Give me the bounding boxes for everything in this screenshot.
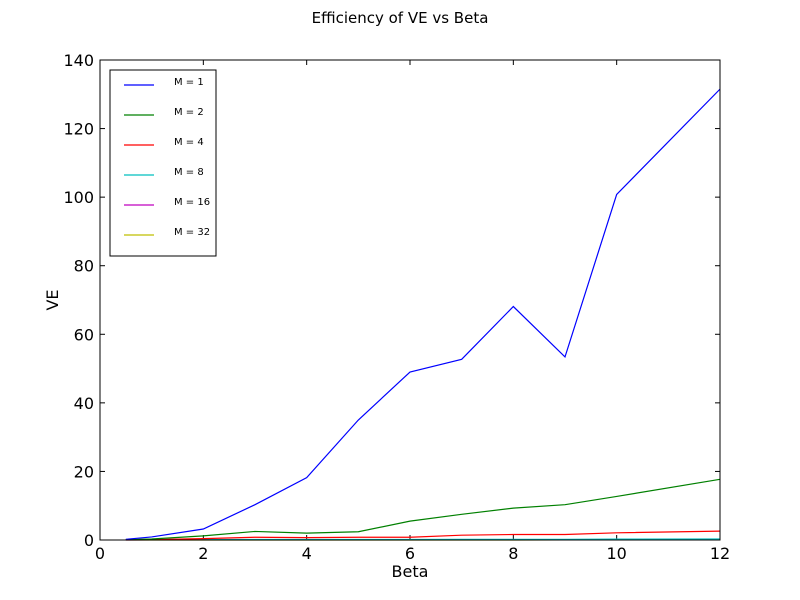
- y-axis: 0 20 40 60 80 100 120 140: [63, 51, 720, 550]
- y-tick-label: 140: [63, 51, 94, 70]
- series-line-m-1: [125, 88, 721, 540]
- chart-title: Efficiency of VE vs Beta: [312, 9, 489, 27]
- y-tick-label: 40: [74, 394, 94, 413]
- x-axis-label: Beta: [392, 562, 429, 581]
- series-line-m-4: [125, 530, 721, 541]
- x-tick-label: 4: [302, 544, 312, 563]
- y-tick-label: 80: [74, 257, 94, 276]
- series-line-m-2: [125, 478, 721, 541]
- legend-label: M = 4: [174, 137, 204, 148]
- x-tick-label: 2: [198, 544, 208, 563]
- legend-label: M = 1: [174, 77, 204, 88]
- y-tick-label: 60: [74, 325, 94, 344]
- axes-frame: [99, 59, 721, 541]
- x-axis: 0 2 4 6 8 10 12: [95, 60, 730, 563]
- x-tick-label: 12: [710, 544, 730, 563]
- legend-label: M = 16: [174, 197, 210, 208]
- y-tick-label: 0: [84, 531, 94, 550]
- legend: M = 1 M = 2 M = 4 M = 8 M = 16 M = 32: [109, 69, 217, 257]
- x-tick-label: 8: [508, 544, 518, 563]
- x-tick-label: 0: [95, 544, 105, 563]
- y-axis-label: VE: [43, 289, 62, 310]
- y-tick-label: 20: [74, 462, 94, 481]
- legend-box: [109, 69, 217, 257]
- y-tick-label: 100: [63, 188, 94, 207]
- legend-label: M = 8: [174, 167, 204, 178]
- legend-label: M = 2: [174, 107, 204, 118]
- x-tick-label: 6: [405, 544, 415, 563]
- x-tick-label: 10: [606, 544, 626, 563]
- y-tick-label: 120: [63, 120, 94, 139]
- legend-label: M = 32: [174, 227, 210, 238]
